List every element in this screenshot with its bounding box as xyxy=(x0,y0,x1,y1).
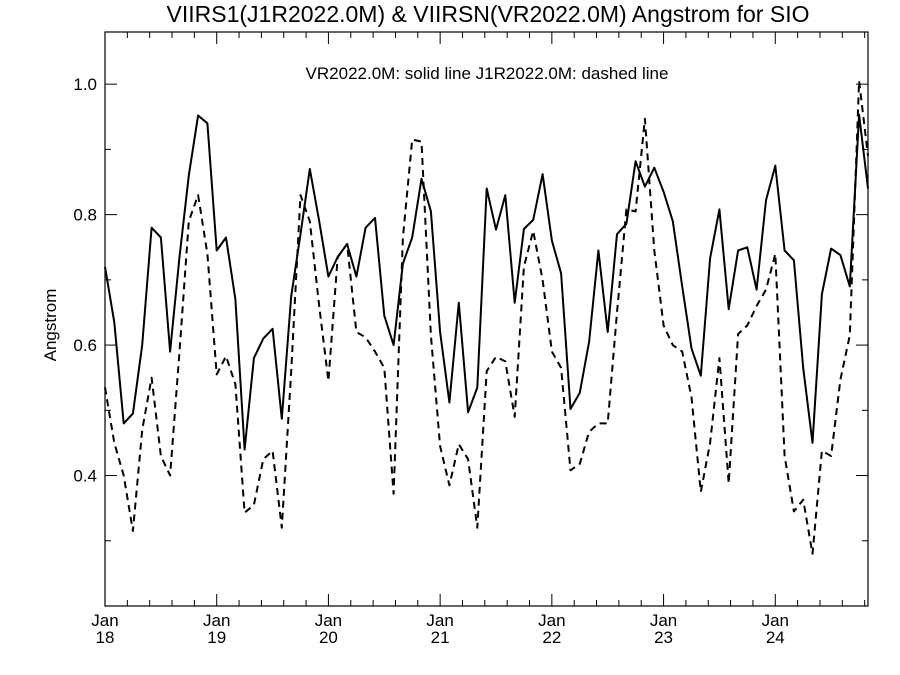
x-tick-label-year: 18 xyxy=(96,628,115,647)
y-tick-label: 0.8 xyxy=(73,206,97,225)
y-axis-label: Angstrom xyxy=(41,289,60,362)
x-tick-label-month: Jan xyxy=(538,611,565,630)
x-tick-label-month: Jan xyxy=(762,611,789,630)
legend-annotation: VR2022.0M: solid line J1R2022.0M: dashed… xyxy=(306,64,669,83)
axis-ticks xyxy=(104,32,868,606)
x-tick-label-year: 23 xyxy=(654,628,673,647)
x-tick-label-year: 21 xyxy=(431,628,450,647)
x-tick-label-year: 22 xyxy=(542,628,561,647)
x-tick-label-month: Jan xyxy=(426,611,453,630)
y-tick-label: 0.6 xyxy=(73,336,97,355)
chart-title: VIIRS1(J1R2022.0M) & VIIRSN(VR2022.0M) A… xyxy=(167,1,810,27)
y-tick-label: 0.4 xyxy=(73,467,97,486)
x-tick-label-month: Jan xyxy=(203,611,230,630)
x-tick-label-year: 24 xyxy=(766,628,785,647)
x-tick-label-year: 19 xyxy=(207,628,226,647)
x-tick-label-year: 20 xyxy=(319,628,338,647)
x-tick-label-month: Jan xyxy=(315,611,342,630)
tick-labels: 0.40.60.81.0Jan18Jan19Jan20Jan21Jan22Jan… xyxy=(73,75,789,647)
y-tick-label: 1.0 xyxy=(73,75,97,94)
x-tick-label-month: Jan xyxy=(91,611,118,630)
x-tick-label-month: Jan xyxy=(650,611,677,630)
plot-frame xyxy=(104,31,869,607)
series-lines xyxy=(104,79,869,555)
series-line-dashed xyxy=(104,79,869,555)
series-line-solid xyxy=(104,113,869,451)
